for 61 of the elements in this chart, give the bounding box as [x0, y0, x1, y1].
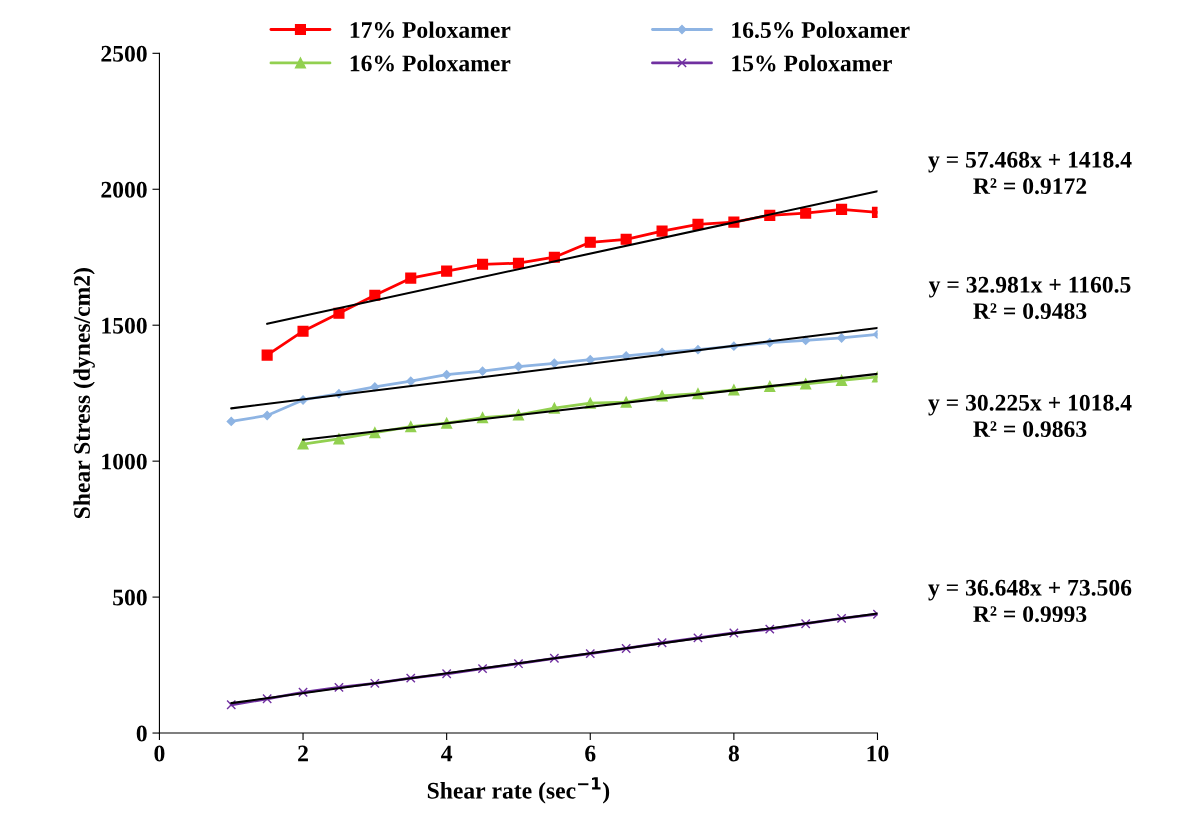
y-tick-label: 1500: [102, 317, 147, 334]
point: [584, 236, 596, 248]
point: [477, 366, 488, 376]
point: [800, 618, 811, 629]
point: [836, 333, 847, 343]
point: [549, 653, 560, 664]
text: y = 36.648x + 73.506 R² = 0.9993: [928, 579, 1132, 623]
point: [441, 668, 452, 679]
point: [800, 207, 812, 219]
point: [334, 682, 344, 693]
point: [585, 648, 596, 659]
point: [262, 410, 272, 421]
y-tick-label: 2500: [101, 45, 147, 62]
point: [262, 693, 273, 704]
point: [297, 325, 309, 337]
x-tick-label: 6: [585, 745, 596, 762]
point: [261, 349, 273, 361]
point: [297, 438, 309, 450]
x-axis-title: Shear rate (sec$^{−1}$): [427, 777, 610, 804]
legend-label: 16% Poloxamer: [350, 54, 511, 72]
point: [298, 687, 308, 698]
legend-label: 15% Poloxamer: [732, 54, 892, 72]
point: [729, 628, 739, 638]
point: [620, 233, 632, 245]
point: [764, 624, 775, 635]
y-tick-label: 1000: [102, 453, 147, 470]
point: [477, 663, 488, 674]
x-tick-label: 0: [154, 745, 165, 762]
y-axis-title: Shear Stress (dynes/cm2): [73, 268, 95, 519]
legend-label: 17% Poloxamer: [350, 21, 511, 39]
point: [836, 203, 848, 215]
point: [512, 257, 525, 269]
point: [513, 658, 524, 669]
x-tick-label: 10: [867, 745, 889, 762]
point: [226, 416, 236, 427]
x-tick-label: 8: [728, 745, 739, 762]
text: y = 57.468x + 1418.4 R² = 0.9172: [928, 151, 1132, 195]
y-tick-label: 500: [113, 589, 147, 606]
y-tick-label: 0: [136, 725, 147, 742]
x-tick-label: 2: [298, 745, 308, 762]
point: [226, 699, 237, 710]
y-tick-label: 2000: [101, 181, 147, 198]
point: [657, 637, 667, 648]
point: [406, 376, 416, 386]
point: [621, 643, 632, 654]
legend-label: 16.5% Poloxamer: [732, 21, 910, 39]
point: [549, 358, 559, 368]
point: [585, 355, 595, 365]
point: [836, 613, 847, 624]
point: [405, 272, 417, 284]
point: [441, 265, 453, 277]
point: [693, 633, 703, 643]
point: [692, 218, 704, 230]
point: [442, 370, 452, 380]
text: y = 30.225x + 1018.4 R² = 0.9863: [928, 394, 1132, 438]
text: y = 32.981x + 1160.5 R² = 0.9483: [928, 276, 1131, 320]
point: [405, 673, 416, 683]
point: [656, 225, 668, 237]
x-tick-label: 4: [441, 745, 453, 762]
point: [477, 258, 489, 270]
point: [369, 678, 380, 689]
